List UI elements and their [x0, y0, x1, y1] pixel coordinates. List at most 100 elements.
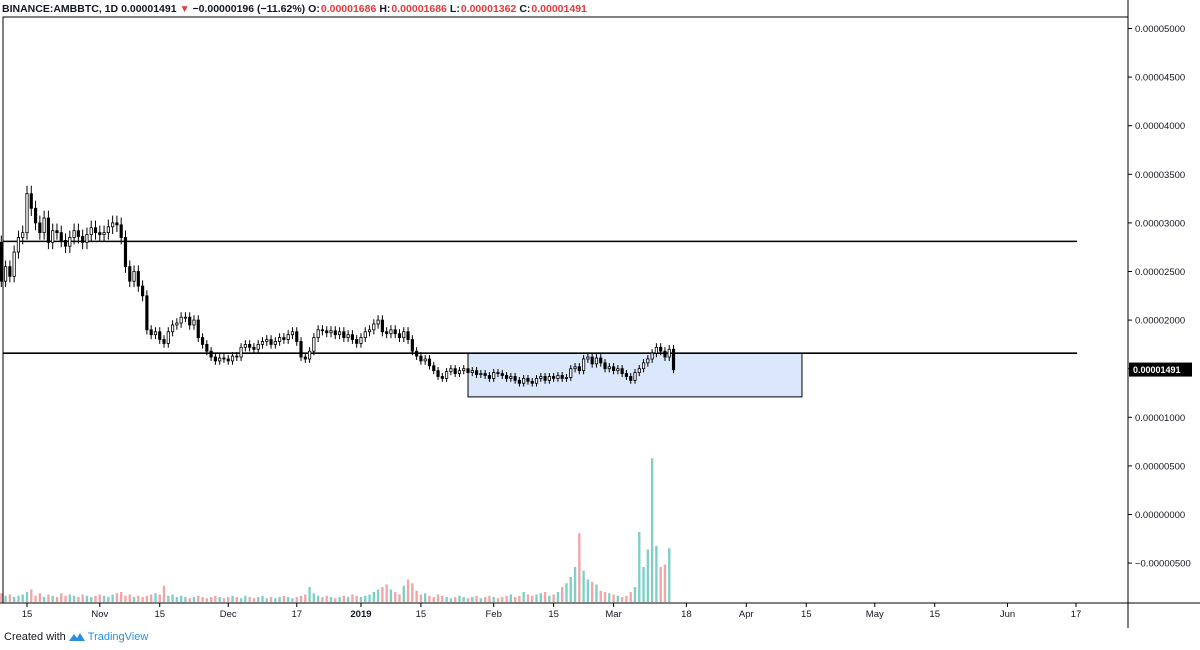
volume-bar-97 [411, 583, 414, 602]
candle-body-61 [256, 343, 260, 350]
candle-body-95 [402, 331, 406, 338]
volume-bar-10 [38, 593, 42, 602]
candle-body-121 [513, 376, 517, 381]
candle-body-77 [325, 330, 329, 334]
candle-106 [449, 365, 453, 376]
candle-123 [522, 375, 526, 387]
candle-body-14 [55, 230, 59, 234]
candle-7 [25, 185, 29, 240]
volume-bar-80 [338, 597, 341, 602]
volume-bar-50 [209, 597, 213, 602]
volume-bar-137 [582, 570, 585, 602]
candle-65 [273, 337, 277, 349]
low-label: L: [449, 3, 460, 15]
candle-94 [397, 329, 402, 343]
volume-bar-77 [325, 595, 328, 602]
candle-141 [599, 354, 603, 367]
candle-122 [517, 377, 521, 387]
candle-39 [162, 335, 166, 348]
candle-15 [59, 225, 63, 248]
candle-body-92 [389, 329, 393, 335]
volume-bar-117 [496, 598, 500, 602]
price-change: −0.00000196 (−11.62%) [192, 3, 306, 15]
volume-bar-57 [239, 598, 243, 602]
candle-108 [457, 367, 462, 378]
volume-bar-81 [342, 595, 346, 602]
candle-145 [616, 365, 620, 375]
current-price-tag-label: 0.00001491 [1133, 365, 1181, 375]
candle-body-135 [573, 366, 577, 370]
candle-body-39 [162, 339, 166, 344]
candle-body-158 [671, 348, 676, 371]
price-axis[interactable]: 0.00005000 0.00004500 0.00004000 0.00003500… [1128, 24, 1191, 570]
candle-body-9 [33, 207, 38, 224]
candle-body-53 [222, 357, 226, 360]
volume-bar-20 [81, 594, 84, 602]
volume-bar-125 [531, 595, 534, 602]
volume-bar-17 [68, 594, 71, 602]
candle-body-78 [329, 330, 333, 334]
x-tick-label-11: Apr [739, 609, 754, 620]
candle-body-37 [153, 331, 158, 336]
candle-34 [141, 280, 145, 302]
candle-62 [260, 337, 265, 349]
volume-bar-18 [72, 595, 76, 602]
candle-body-66 [278, 337, 282, 342]
candle-12 [46, 210, 50, 250]
horizontal-lines[interactable] [3, 240, 1077, 354]
volume-bar-124 [526, 594, 530, 602]
candle-body-76 [320, 329, 325, 332]
volume-bar-60 [252, 598, 256, 602]
candle-body-58 [243, 343, 247, 348]
x-tick-label-9: Mar [605, 609, 621, 620]
candle-96 [406, 327, 410, 344]
time-axis[interactable]: 15 Nov 15 Dec 17 2019 15 Feb 15 Mar 18 Apr 15 May 15 Ju… [22, 603, 1082, 620]
volume-bar-145 [616, 595, 620, 602]
candle-body-132 [560, 375, 564, 379]
candle-99 [419, 352, 423, 365]
volume-bar-88 [372, 592, 375, 602]
volume-bar-78 [329, 597, 333, 602]
tradingview-logo-icon [68, 633, 85, 641]
candle-124 [526, 375, 530, 385]
x-tick-label-5: 2019 [350, 609, 371, 620]
volume-bar-120 [509, 594, 513, 602]
volume-bar-156 [663, 564, 667, 602]
candle-body-107 [453, 368, 457, 374]
candle-157 [667, 345, 671, 361]
candle-body-89 [376, 319, 380, 325]
candle-body-35 [145, 295, 149, 331]
volume-bar-146 [620, 597, 624, 602]
volume-bar-92 [389, 589, 393, 602]
tradingview-brand[interactable]: TradingView [87, 631, 149, 643]
x-tick-label-6: 15 [416, 609, 427, 620]
candle-body-1 [0, 241, 3, 282]
candle-148 [629, 373, 633, 384]
candle-body-49 [205, 343, 209, 352]
candle-body-104 [440, 376, 444, 379]
candle-82 [346, 330, 350, 343]
high-label: H: [379, 3, 391, 15]
candle-75 [316, 325, 320, 343]
volume-bar-155 [659, 567, 662, 602]
candle-body-63 [265, 339, 269, 342]
candle-40 [166, 327, 170, 348]
candle-140 [594, 354, 599, 368]
candle-body-145 [616, 368, 620, 372]
volume-bar-38 [158, 594, 161, 602]
volume-bar-115 [488, 595, 491, 602]
volume-bar-40 [167, 595, 170, 602]
volume-bar-6 [21, 594, 24, 602]
candle-76 [320, 325, 325, 336]
volume-bar-69 [291, 598, 294, 602]
candle-body-91 [385, 331, 389, 335]
y-tick-label-3: 0.00003500 [1135, 170, 1185, 181]
volume-bar-122 [518, 595, 521, 602]
candle-10 [38, 215, 42, 240]
candle-4 [12, 245, 16, 283]
volume-bar-31 [128, 594, 131, 602]
candle-body-34 [141, 285, 145, 297]
candle-125 [530, 378, 534, 387]
candle-112 [474, 367, 479, 379]
